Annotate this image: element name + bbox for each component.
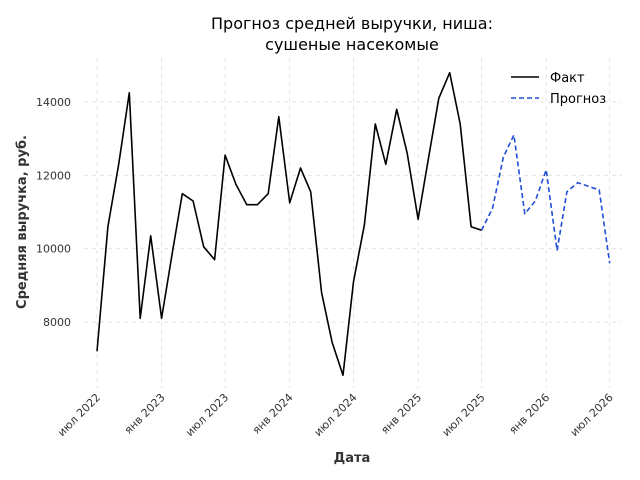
legend-label-forecast: Прогноз — [550, 92, 606, 107]
x-tick-label: янв 2026 — [506, 391, 552, 437]
legend: Факт Прогноз — [511, 71, 606, 107]
x-axis-ticks: июл 2022 янв 2023 июл 2023 янв 2024 июл 2024… — [55, 391, 616, 439]
series-lines — [96, 71, 611, 377]
series-line-fact — [96, 71, 482, 377]
x-tick-label: июл 2026 — [568, 391, 616, 439]
y-tick-label: 8000 — [43, 316, 71, 329]
y-tick-label: 10000 — [36, 243, 71, 256]
y-tick-label: 14000 — [36, 96, 71, 109]
chart-title-line-1: Прогноз средней выручки, ниша: — [211, 14, 493, 33]
chart-title-line-2: сушеные насекомые — [265, 35, 439, 54]
legend-label-fact: Факт — [550, 71, 585, 86]
x-tick-label: янв 2024 — [250, 391, 296, 437]
x-tick-label: янв 2023 — [122, 391, 168, 437]
y-axis-ticks: 8000 10000 12000 14000 — [36, 96, 71, 329]
x-tick-label: июл 2022 — [55, 391, 103, 439]
y-tick-label: 12000 — [36, 169, 71, 182]
x-tick-label: июл 2024 — [312, 391, 360, 439]
x-tick-label: янв 2025 — [378, 391, 424, 437]
grid — [84, 58, 622, 388]
x-tick-label: июл 2023 — [183, 391, 231, 439]
y-axis-label: Средняя выручка, руб. — [15, 135, 30, 309]
series-line-forecast — [480, 134, 611, 264]
x-axis-label: Дата — [334, 451, 371, 466]
x-tick-label: июл 2025 — [440, 391, 488, 439]
